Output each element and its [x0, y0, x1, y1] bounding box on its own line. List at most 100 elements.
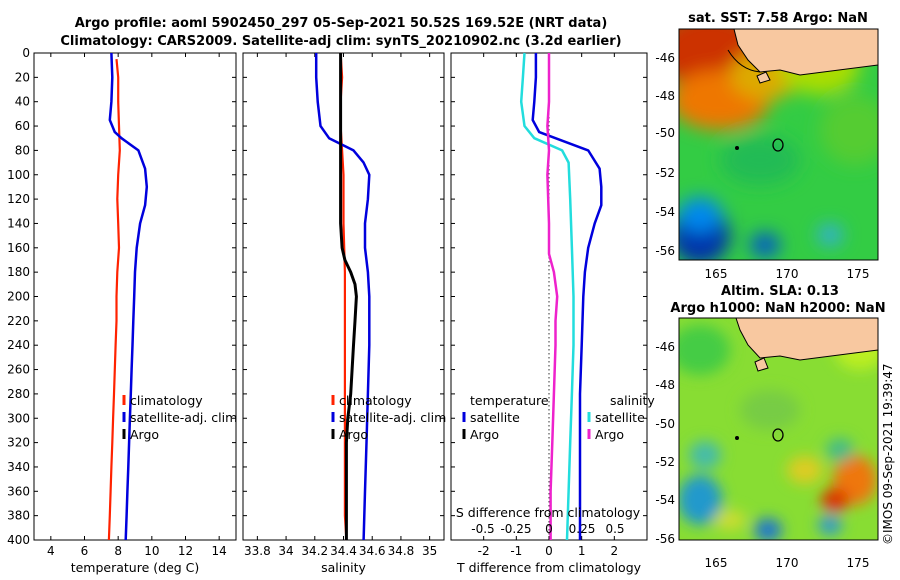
sst-x-tick: 170: [776, 267, 799, 281]
difference-panel: -2 -1 0 1 2 T difference from climatology: [450, 52, 648, 575]
x-tick-label: 12: [178, 544, 193, 558]
x-tick-label: 34.4: [330, 544, 357, 558]
y-tick-label: 20: [15, 70, 30, 84]
plot-frame: [242, 52, 445, 541]
island-dot: [735, 436, 739, 440]
s-tick-label: 0: [545, 522, 553, 536]
y-tick-label: 40: [15, 95, 30, 109]
legend-label-sal-satellite: satellite: [595, 410, 645, 425]
sla-map-title-line2: Argo h1000: NaN h2000: NaN: [670, 301, 885, 316]
sla-map-frame: [678, 317, 879, 541]
sla-y-tick: -48: [655, 378, 675, 392]
figure-title-line2: Climatology: CARS2009. Satellite-adj cli…: [60, 34, 621, 49]
y-tick-label: 140: [7, 216, 30, 230]
x-tick-label: 14: [212, 544, 227, 558]
series-line-satellite-adj-clim: [314, 53, 371, 541]
series-line-argo: [339, 53, 358, 540]
x-tick-label: -2: [478, 544, 490, 558]
difference-legend: temperature salinity satellite Argo sate…: [462, 393, 655, 442]
legend-header-temperature: temperature: [470, 393, 549, 408]
y-tick-label: 400: [7, 533, 30, 547]
legend-header-salinity: salinity: [610, 393, 655, 408]
x-tick-label: 34.6: [359, 544, 386, 558]
y-tick-label: 280: [7, 387, 30, 401]
x-axis-label: temperature (deg C): [71, 560, 200, 575]
sla-x-tick: 175: [847, 556, 870, 570]
sla-y-tick: -56: [655, 532, 675, 546]
y-tick-label: 180: [7, 265, 30, 279]
x-tick-label: 34.2: [301, 544, 328, 558]
s-difference-label: S difference from climatology: [456, 505, 641, 520]
legend-label-climatology: climatology: [130, 393, 203, 408]
s-tick-label: 0.5: [605, 522, 624, 536]
sla-map: 165 170 175 -46 -48 -50 -52 -54 -56: [655, 317, 879, 570]
sla-y-tick: -54: [655, 493, 675, 507]
s-tick-label: 0.25: [569, 522, 596, 536]
x-tick-label: 8: [114, 544, 122, 558]
x-tick-label: 35: [422, 544, 437, 558]
s-tick-label: -0.5: [471, 522, 494, 536]
y-tick-label: 260: [7, 363, 30, 377]
legend-label-temp-argo: Argo: [470, 427, 499, 442]
series-line-climatology: [107, 58, 121, 541]
x-tick-label: 2: [611, 544, 619, 558]
legend-label-argo: Argo: [130, 427, 159, 442]
x-axis-label: T difference from climatology: [456, 560, 642, 575]
series-line-satellite-adj-clim: [108, 52, 149, 541]
s-tick-label: -0.25: [500, 522, 531, 536]
x-tick-label: 6: [81, 544, 89, 558]
x-tick-label: -1: [510, 544, 522, 558]
y-tick-label: 200: [7, 290, 30, 304]
legend-label-climatology: climatology: [339, 393, 412, 408]
y-tick-label: 360: [7, 484, 30, 498]
y-tick-label: 340: [7, 460, 30, 474]
y-tick-label: 160: [7, 241, 30, 255]
legend-label-satellite: satellite-adj. clim: [130, 410, 237, 425]
legend-label-temp-satellite: satellite: [470, 410, 520, 425]
sla-map-axes: 165 170 175 -46 -48 -50 -52 -54 -56: [655, 340, 869, 570]
sla-y-tick: -52: [655, 455, 675, 469]
coastline: [727, 49, 761, 73]
y-tick-label: 320: [7, 436, 30, 450]
series-line-salinity-satellite: [519, 52, 575, 541]
imos-watermark: ©IMOS 09-Sep-2021 19:39:47: [881, 363, 895, 545]
sla-y-tick: -46: [655, 340, 675, 354]
salinity-panel: 33.8 34 34.2 34.4 34.6 34.8 35 salinity: [242, 52, 445, 575]
temperature-panel: 4 6 8 10 12 140204060801001201401601802002202…: [7, 46, 237, 575]
land-mass: [735, 318, 878, 361]
series-line-temperature-satellite: [531, 53, 603, 540]
legend-label-sal-argo: Argo: [595, 427, 624, 442]
x-tick-label: 4: [47, 544, 55, 558]
y-tick-label: 80: [15, 143, 30, 157]
series-line-salinity-argo: [546, 53, 559, 540]
sst-y-tick: -52: [655, 166, 675, 180]
y-tick-label: 220: [7, 314, 30, 328]
sst-y-tick: -46: [655, 51, 675, 65]
x-axis-label: salinity: [321, 560, 366, 575]
x-tick-label: 0: [545, 544, 553, 558]
sst-map: 165 170 175 -46 -48 -50 -52 -54 -56: [655, 28, 879, 281]
sst-map-axes: 165 170 175 -46 -48 -50 -52 -54 -56: [655, 51, 869, 281]
profile-marker: [772, 428, 784, 442]
land-mass: [733, 29, 878, 76]
y-tick-label: 60: [15, 119, 30, 133]
x-tick-label: 33.8: [244, 544, 271, 558]
x-tick-label: 1: [578, 544, 586, 558]
island: [754, 357, 769, 372]
sla-map-title-line1: Altim. SLA: 0.13: [721, 284, 839, 299]
island: [756, 71, 771, 84]
legend-label-argo: Argo: [339, 427, 368, 442]
y-tick-label: 120: [7, 192, 30, 206]
sst-map-title: sat. SST: 7.58 Argo: NaN: [688, 11, 868, 26]
salinity-legend: climatology satellite-adj. clim Argo: [331, 393, 446, 442]
sst-x-tick: 165: [705, 267, 728, 281]
figure-title-line1: Argo profile: aoml 5902450_297 05-Sep-20…: [75, 16, 608, 31]
profile-marker: [772, 138, 784, 152]
x-tick-label: 34: [278, 544, 293, 558]
sst-y-tick: -48: [655, 89, 675, 103]
sst-y-tick: -56: [655, 244, 675, 258]
legend-label-satellite: satellite-adj. clim: [339, 410, 446, 425]
sla-y-tick: -50: [655, 417, 675, 431]
y-tick-label: 300: [7, 411, 30, 425]
